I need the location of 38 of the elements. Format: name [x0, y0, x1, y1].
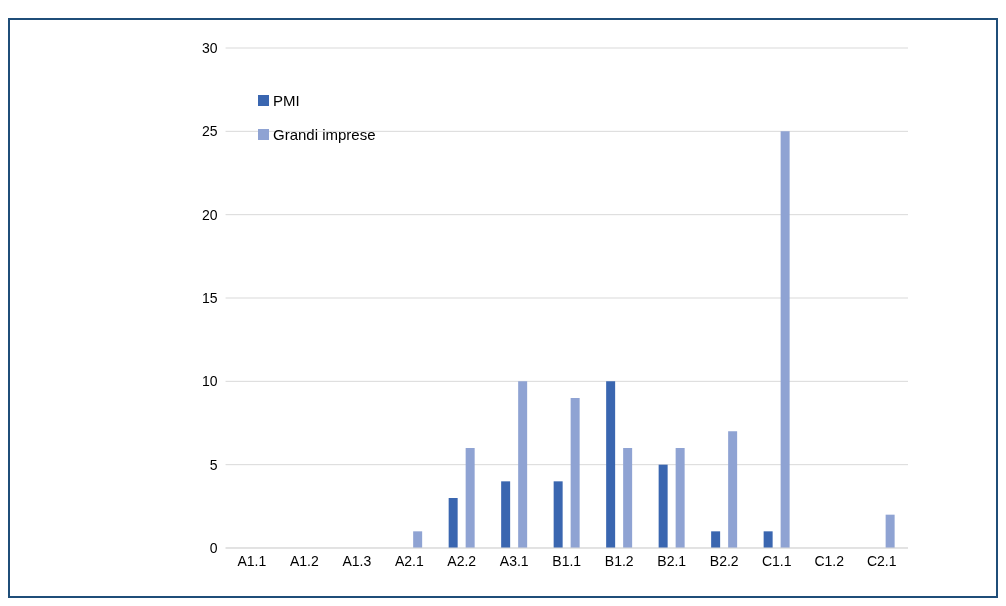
x-tick-label: A2.2 [447, 552, 477, 569]
bar [413, 531, 423, 548]
bar [623, 448, 633, 548]
x-tick-label: B1.2 [604, 552, 634, 569]
x-tick-label: A1.3 [342, 552, 372, 569]
x-tick-label: A2.1 [394, 552, 424, 569]
y-tick-label: 20 [201, 206, 218, 223]
x-tick-label: A1.2 [289, 552, 319, 569]
y-tick-label: 10 [201, 373, 218, 390]
legend-label: PMI [273, 91, 300, 109]
bar [658, 464, 668, 548]
bar [763, 531, 773, 548]
x-tick-label: C1.1 [761, 552, 792, 569]
y-tick-label: 0 [209, 539, 218, 556]
x-tick-label: B2.2 [709, 552, 739, 569]
bar [553, 481, 563, 548]
bar [711, 531, 721, 548]
bar [728, 431, 738, 548]
x-tick-label: B1.1 [552, 552, 582, 569]
y-tick-label: 15 [201, 289, 218, 306]
x-tick-label: C1.2 [814, 552, 845, 569]
y-tick-label: 25 [201, 123, 218, 140]
y-tick-label: 5 [209, 456, 218, 473]
bar [606, 381, 616, 548]
bar [675, 448, 685, 548]
bar [780, 131, 790, 548]
bar [885, 514, 895, 548]
x-tick-label: C2.1 [866, 552, 897, 569]
x-tick-label: A1.1 [237, 552, 267, 569]
bar [518, 381, 528, 548]
x-tick-label: B2.1 [657, 552, 687, 569]
legend-label: Grandi imprese [273, 125, 376, 143]
bar [465, 448, 475, 548]
x-tick-label: A3.1 [499, 552, 529, 569]
bar [501, 481, 511, 548]
bar [570, 398, 580, 548]
y-tick-label: 30 [201, 39, 218, 56]
bar [448, 498, 458, 548]
